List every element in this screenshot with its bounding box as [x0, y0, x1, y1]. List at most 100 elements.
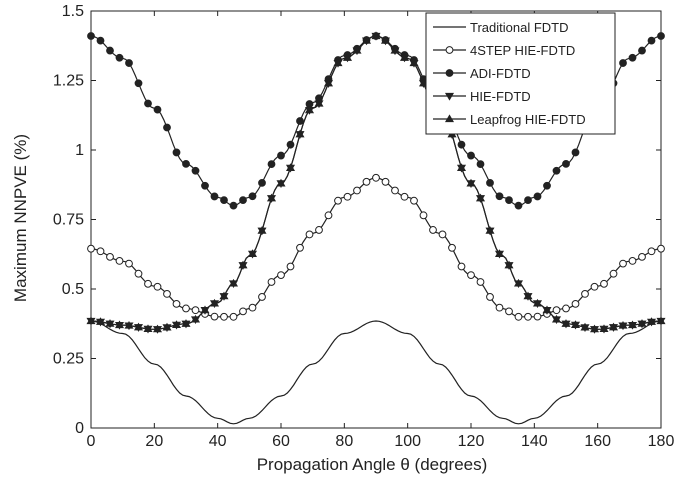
- data-point-filled-circle: [533, 192, 542, 201]
- data-point-filled-circle: [191, 166, 200, 175]
- legend-item: Traditional FDTD: [433, 20, 568, 35]
- data-point-filled-circle: [296, 117, 304, 125]
- data-point-triangle-up: [219, 291, 229, 300]
- data-point-open-circle: [609, 269, 618, 278]
- legend-item: ADI-FDTD: [433, 66, 531, 81]
- data-point-open-circle: [315, 226, 323, 234]
- data-point-triangle-up: [542, 305, 552, 314]
- data-point-open-circle: [581, 290, 589, 298]
- data-point-filled-circle: [552, 166, 561, 175]
- legend: Traditional FDTD 4STEP HIE-FDTD ADI-FDTD HI…: [425, 12, 616, 135]
- data-point-triangle-up: [86, 316, 96, 325]
- x-tick-label: 40: [209, 433, 227, 450]
- data-point-triangle-up: [523, 291, 533, 300]
- data-point-triangle-up: [494, 249, 505, 257]
- data-point-open-circle: [305, 230, 314, 239]
- data-point-filled-circle: [514, 201, 523, 210]
- data-point-triangle-up: [342, 53, 353, 61]
- data-point-filled-circle: [286, 140, 295, 149]
- data-point-open-circle: [410, 196, 418, 205]
- data-point-filled-circle: [524, 196, 532, 205]
- data-point-open-circle: [514, 312, 523, 321]
- data-point-open-circle: [590, 282, 599, 291]
- data-point-triangle-up: [399, 53, 410, 61]
- legend-item: HIE-FDTD: [433, 89, 531, 104]
- data-point-triangle-up: [570, 320, 581, 328]
- data-point-open-circle: [125, 259, 133, 268]
- data-point-open-circle: [134, 269, 143, 278]
- y-axis-label: Maximum NNPVE (%): [11, 134, 30, 302]
- data-point-triangle-up: [143, 324, 153, 333]
- legend-label: ADI-FDTD: [470, 66, 531, 81]
- series-line: [90, 320, 662, 425]
- data-point-filled-circle: [229, 201, 238, 210]
- data-point-triangle-up: [551, 314, 562, 323]
- data-point-triangle-up: [333, 58, 343, 67]
- data-point-triangle-up: [409, 58, 419, 67]
- data-point-triangle-up: [532, 298, 543, 307]
- data-point-open-circle: [571, 299, 580, 308]
- data-point-filled-circle: [486, 178, 494, 187]
- y-axis: 0 0.25 0.5 0.75 1 1.25 1.5: [53, 3, 661, 437]
- data-point-open-circle: [438, 230, 447, 239]
- data-point-open-circle: [87, 244, 95, 253]
- data-point-open-circle: [381, 177, 390, 186]
- data-point-open-circle: [191, 306, 200, 315]
- data-point-filled-circle: [163, 123, 171, 132]
- data-point-open-circle: [229, 312, 238, 321]
- legend-item: 4STEP HIE-FDTD: [433, 43, 575, 58]
- x-tick-label: 180: [648, 433, 675, 450]
- data-point-filled-circle: [248, 192, 257, 201]
- data-point-filled-circle: [543, 181, 551, 190]
- data-point-open-circle: [210, 312, 219, 321]
- data-point-triangle-up: [475, 193, 486, 202]
- data-point-triangle-up: [371, 31, 381, 40]
- data-point-filled-circle: [657, 32, 665, 40]
- data-point-triangle-up: [380, 36, 391, 44]
- data-point-open-circle: [286, 262, 295, 271]
- data-point-open-circle: [495, 303, 504, 312]
- data-point-filled-circle: [144, 99, 152, 108]
- data-point-open-circle: [647, 247, 656, 256]
- data-point-filled-circle: [201, 181, 209, 190]
- data-point-open-circle: [163, 290, 171, 298]
- y-tick-label: 1.5: [62, 3, 84, 20]
- data-point-filled-circle: [125, 59, 133, 67]
- data-point-open-circle: [505, 307, 513, 316]
- x-tick-label: 80: [335, 433, 353, 450]
- data-point-triangle-up: [608, 322, 619, 331]
- data-point-triangle-up: [295, 129, 305, 138]
- series-4step-hie-fdtd: [87, 173, 665, 321]
- series-traditional-fdtd: [90, 320, 662, 425]
- data-point-open-circle: [552, 306, 561, 315]
- data-point-open-circle: [182, 304, 190, 313]
- y-tick-label: 1: [75, 142, 84, 159]
- data-point-triangle-up: [561, 319, 571, 327]
- data-point-open-circle: [419, 211, 428, 220]
- data-point-open-circle: [562, 304, 570, 313]
- data-point-triangle-up: [105, 319, 115, 327]
- y-tick-label: 1.25: [53, 73, 84, 90]
- data-point-open-circle: [372, 173, 380, 182]
- data-point-triangle-up: [637, 319, 647, 327]
- data-point-filled-circle: [647, 36, 656, 45]
- data-point-open-circle: [353, 186, 361, 195]
- data-point-open-circle: [457, 262, 466, 271]
- data-point-triangle-up: [276, 178, 286, 187]
- x-tick-label: 140: [521, 433, 548, 450]
- data-point-filled-circle: [505, 196, 513, 205]
- data-point-triangle-up: [171, 320, 182, 328]
- data-point-triangle-up: [656, 316, 666, 325]
- data-point-triangle-up: [456, 163, 467, 171]
- data-point-triangle-up: [114, 320, 125, 329]
- data-point-triangle-up: [504, 260, 514, 269]
- data-point-open-circle: [657, 244, 665, 253]
- x-tick-label: 100: [394, 433, 421, 450]
- data-point-triangle-up: [599, 324, 609, 333]
- data-point-triangle-up: [124, 320, 134, 329]
- data-point-filled-circle: [638, 46, 646, 55]
- y-tick-label: 0.75: [53, 212, 84, 229]
- data-point-filled-circle: [220, 196, 228, 205]
- data-point-triangle-up: [352, 45, 362, 54]
- data-point-triangle-down: [444, 92, 455, 101]
